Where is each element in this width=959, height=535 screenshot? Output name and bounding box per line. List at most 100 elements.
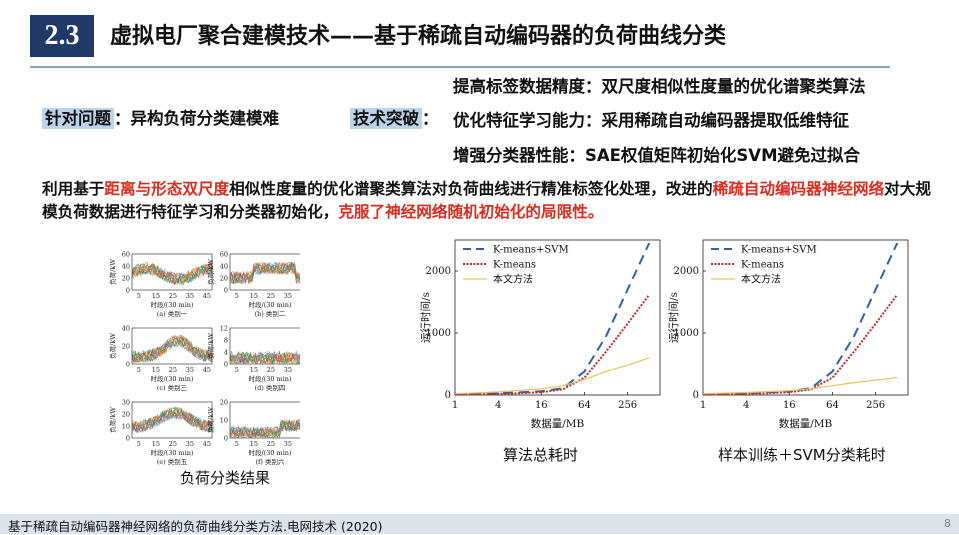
panel-y-tick: 20: [220, 399, 228, 407]
panel-x-tick: 15: [152, 366, 160, 374]
panel-y-tick: 20: [122, 411, 130, 419]
panel-x-label: 时段/(30 min): [248, 300, 291, 309]
y-axis-label: 运行时间/s: [419, 292, 432, 343]
panel-x-tick: 35: [186, 440, 194, 448]
load-curve: [229, 350, 300, 365]
load-curve: [229, 261, 300, 284]
panel-x-tick: 25: [267, 440, 275, 448]
summary-paragraph: 利用基于距离与形态双尺度相似性度量的优化谱聚类算法对负荷曲线进行精准标签化处理，…: [42, 178, 942, 224]
panel-y-tick: 0: [224, 287, 228, 295]
x-tick-label: 256: [866, 400, 885, 411]
breakthrough-label-row: 技术突破：: [350, 105, 439, 129]
chart-frame: [702, 239, 909, 396]
title-underline: [30, 66, 890, 68]
summary-part-3: 对大规模负荷数据进行特征学习和分类器初始化，: [42, 180, 931, 221]
panel-caption: (c) 类别三: [157, 383, 188, 392]
panel-y-label: 负荷/kW: [108, 407, 117, 433]
breakthrough-item-2: 优化特征学习能力：采用稀疏自动编码器提取低维特征: [453, 111, 849, 130]
legend-label-0: K-means+SVM: [493, 245, 569, 256]
x-tick-label: 256: [618, 400, 637, 411]
panel-x-tick: 15: [152, 440, 160, 448]
panel-x-tick: 25: [169, 366, 177, 374]
panel-x-tick: 15: [250, 292, 258, 300]
series-line-1: [702, 294, 899, 396]
x-tick-label: 16: [535, 400, 548, 411]
x-tick-label: 4: [495, 400, 501, 411]
panel-y-tick: 40: [220, 263, 228, 271]
summary-part-1: 利用基于: [42, 180, 105, 198]
load-panel-3: 40 20 05 15 25 35 45 时段/(30 min)(c) 类别三 负荷/kW: [108, 325, 213, 392]
y-axis-label: 运行时间/s: [667, 292, 680, 343]
panel-y-tick: 10: [122, 423, 130, 431]
series-line-2: [702, 377, 898, 395]
x-tick-label: 1: [700, 400, 706, 411]
x-tick-label: 64: [826, 400, 839, 411]
series-line-1: [454, 294, 651, 396]
training-time-chart: 1 4 16 64 256 0 1000 2000 数据量/MB 运行时间/s K-means+SV…: [667, 239, 909, 430]
panel-x-tick: 35: [284, 292, 292, 300]
breakthrough-item-3: 增强分类器性能：SAE权值矩阵初始化SVM避免过拟合: [453, 146, 860, 165]
panel-x-tick: 45: [203, 366, 211, 374]
panel-caption: (e) 类别五: [157, 457, 188, 465]
panel-frame: [131, 327, 213, 365]
panel-x-tick: 35: [284, 440, 292, 448]
panel-x-tick: 35: [186, 366, 194, 374]
load-curve: [229, 351, 300, 364]
load-curve: [229, 418, 300, 438]
panel-y-tick: 60: [220, 251, 228, 259]
problem-row: 针对问题 ：异构负荷分类建模难: [42, 105, 279, 129]
panel-caption: (d) 类别四: [255, 383, 286, 392]
panel-x-tick: 5: [137, 292, 141, 300]
x-axis-label: 数据量/MB: [531, 417, 585, 430]
summary-highlight-1: 距离与形态双尺度: [104, 180, 230, 198]
series-line-2: [454, 357, 650, 395]
panel-y-label: 负荷/kW: [206, 333, 215, 359]
chart-frame: [454, 239, 661, 396]
panel-x-tick: 25: [169, 292, 177, 300]
panel-y-label: 负荷/kW: [108, 333, 117, 359]
load-curve: [229, 351, 300, 365]
panel-x-tick: 15: [250, 440, 258, 448]
panel-x-label: 时段/(30 min): [150, 374, 193, 383]
load-panels-caption: 负荷分类结果: [180, 469, 271, 487]
problem-text: ：异构负荷分类建模难: [114, 109, 279, 128]
total-time-chart: 1 4 16 64 256 0 1000 2000 数据量/MB 运行时间/s K-means+SV…: [419, 239, 661, 430]
summary-part-2: 相似性度量的优化谱聚类算法对负荷曲线进行精准标签化处理，改进的: [229, 180, 713, 198]
panel-y-tick: 0: [126, 435, 130, 443]
panel-y-tick: 4: [224, 349, 228, 357]
summary-highlight-2: 稀疏自动编码器神经网络: [712, 180, 885, 198]
load-curve: [131, 408, 213, 433]
panel-x-tick: 15: [250, 366, 258, 374]
load-curve: [131, 334, 213, 364]
breakthrough-label: 技术突破: [350, 108, 422, 129]
load-curve: [229, 419, 300, 438]
panel-x-tick: 5: [137, 440, 141, 448]
legend-label-1: K-means: [493, 260, 536, 271]
footer-reference: 基于稀疏自动编码器神经网络的负荷曲线分类方法.电网技术 (2020): [8, 519, 383, 534]
load-curve: [131, 263, 213, 286]
breakthrough-item-1: 提高标签数据精度：双尺度相似性度量的优化谱聚类算法: [453, 77, 866, 96]
panel-y-tick: 20: [220, 275, 228, 283]
legend-label-2: 本文方法: [493, 273, 533, 286]
panel-y-tick: 0: [126, 361, 130, 369]
panel-caption: (b) 类别二: [255, 309, 286, 318]
panel-x-label: 时段/(30 min): [150, 300, 193, 309]
chart2-caption: 样本训练＋SVM分类耗时: [718, 446, 886, 464]
x-tick-label: 64: [578, 400, 591, 411]
load-curve: [131, 262, 213, 285]
load-curve: [131, 335, 213, 363]
panel-x-tick: 45: [203, 440, 211, 448]
panel-frame: [131, 401, 213, 439]
panel-x-tick: 5: [235, 440, 239, 448]
panel-frame: [229, 253, 300, 291]
panel-x-label: 时段/(30 min): [150, 448, 193, 457]
footer-bar: [0, 514, 959, 534]
panel-caption: (a) 类别一: [157, 309, 188, 318]
breakthrough-colon: ：: [422, 109, 439, 128]
panel-y-tick: 20: [122, 275, 130, 283]
panel-x-label: 时段/(30 min): [248, 374, 291, 383]
series-line-0: [702, 242, 899, 396]
panel-y-label: 负荷/kW: [206, 259, 215, 285]
panel-x-label: 时段/(30 min): [248, 448, 291, 457]
